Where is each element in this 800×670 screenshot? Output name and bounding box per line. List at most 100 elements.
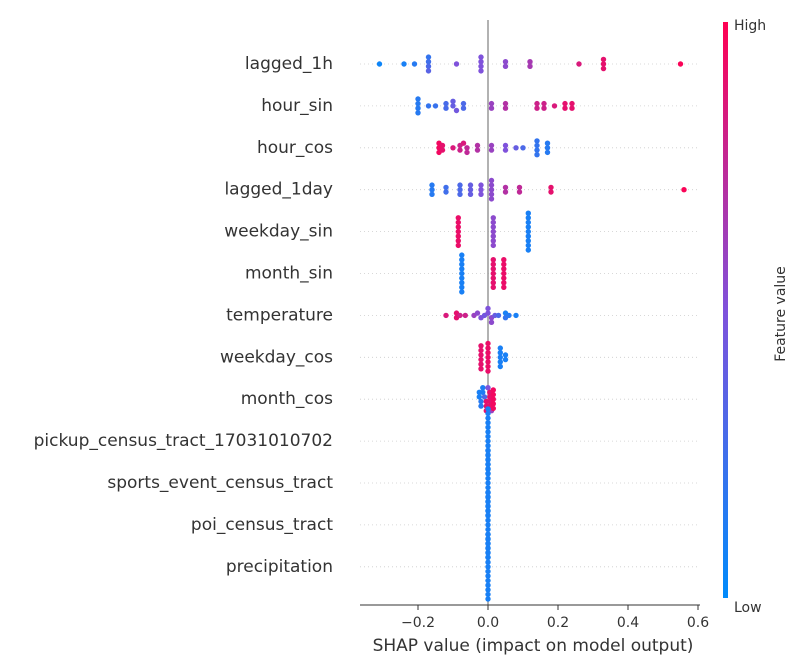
colorbar-high-label: High — [734, 18, 766, 34]
shap-point-hour-sin — [415, 110, 421, 116]
feature-label-hour-sin: hour_sin — [261, 96, 333, 116]
shap-point-pickup-census-tract-17031010702 — [485, 429, 491, 435]
shap-point-temperature — [495, 312, 502, 319]
shap-point-hour-sin — [488, 105, 495, 111]
shap-point-lagged-1h — [411, 61, 418, 67]
shap-point-lagged-1h — [453, 61, 460, 67]
shap-point-lagged-1h — [600, 56, 607, 63]
feature-label-lagged-1day: lagged_1day — [224, 180, 333, 200]
shap-point-weekday-cos — [497, 359, 503, 365]
shap-point-pickup-census-tract-17031010702 — [485, 424, 491, 430]
shap-point-lagged-1day — [443, 189, 449, 195]
shap-point-hour-sin — [443, 105, 449, 111]
shap-point-hour-cos — [513, 145, 519, 151]
shap-point-hour-sin — [569, 105, 575, 111]
shap-point-hour-sin — [415, 105, 421, 111]
shap-point-lagged-1day — [457, 182, 463, 188]
shap-point-hour-sin — [541, 105, 547, 111]
shap-point-month-cos — [478, 398, 484, 405]
feature-label-sports-event-census-tract: sports_event_census_tract — [107, 473, 333, 493]
shap-point-weekday-sin — [455, 233, 461, 239]
shap-point-month-sin — [501, 261, 507, 267]
shap-point-hour-sin — [460, 105, 467, 111]
shap-point-hour-sin — [415, 96, 421, 102]
shap-point-weekday-cos — [478, 352, 484, 358]
shap-point-precipitation — [485, 591, 491, 598]
shap-point-pickup-census-tract-17031010702 — [485, 406, 491, 412]
feature-rows — [360, 63, 700, 568]
shap-point-precipitation — [485, 568, 491, 575]
shap-point-lagged-1h — [600, 61, 607, 67]
shap-point-month-sin — [459, 284, 465, 290]
shap-point-weekday-cos — [478, 356, 484, 363]
shap-point-lagged-1h — [502, 63, 509, 69]
shap-point-hour-cos — [534, 152, 540, 158]
shap-point-pickup-census-tract-17031010702 — [485, 443, 491, 449]
shap-point-weekday-sin — [455, 228, 461, 235]
shap-point-hour-cos — [534, 142, 540, 149]
x-tick-label: 0.2 — [547, 615, 569, 631]
shap-point-lagged-1h — [478, 54, 484, 60]
shap-point-weekday-sin — [490, 242, 496, 249]
shap-point-temperature — [457, 312, 463, 319]
shap-point-lagged-1h — [425, 54, 432, 60]
shap-point-hour-sin — [569, 100, 575, 107]
shap-point-weekday-sin — [525, 228, 531, 235]
shap-point-weekday-cos — [497, 350, 503, 356]
shap-point-lagged-1day — [457, 187, 463, 193]
shap-point-lagged-1h — [425, 63, 432, 69]
shap-point-month-sin — [490, 270, 496, 277]
shap-point-month-cos — [478, 403, 484, 409]
shap-point-temperature — [485, 305, 491, 312]
shap-point-weekday-cos — [497, 345, 503, 351]
shap-point-poi-census-tract — [485, 517, 491, 523]
feature-label-weekday-sin: weekday_sin — [224, 222, 333, 242]
shap-point-month-sin — [459, 252, 465, 258]
shap-point-weekday-sin — [525, 210, 531, 216]
shap-point-lagged-1day — [502, 189, 509, 195]
shap-point-weekday-sin — [490, 228, 496, 235]
shap-point-weekday-sin — [455, 219, 461, 226]
x-tick-label: −0.2 — [401, 615, 435, 631]
shap-point-lagged-1day — [467, 191, 474, 197]
x-tick-label: 0.4 — [617, 615, 639, 631]
shap-point-hour-sin — [450, 98, 456, 105]
shap-point-weekday-cos — [497, 363, 503, 370]
shap-point-precipitation — [485, 582, 491, 588]
shap-point-hour-sin — [453, 107, 460, 114]
shap-point-weekday-cos — [485, 359, 491, 365]
shap-point-hour-sin — [450, 103, 456, 109]
shap-point-month-cos — [490, 401, 496, 407]
shap-point-sports-event-census-tract — [485, 461, 491, 468]
shap-point-hour-sin — [534, 100, 540, 107]
x-axis-ticks: −0.2 0.0 0.2 0.4 0.6 — [401, 605, 709, 631]
shap-point-hour-cos — [502, 147, 509, 153]
colorbar-low-label: Low — [734, 600, 762, 616]
shap-point-sports-event-census-tract — [485, 480, 491, 486]
feature-labels: lagged_1h hour_sin hour_cos lagged_1dayweek… — [34, 54, 334, 577]
shap-point-lagged-1day — [488, 177, 495, 184]
shap-point-weekday-cos — [478, 366, 484, 372]
shap-point-sports-event-census-tract — [485, 475, 491, 482]
shap-point-lagged-1day — [548, 184, 554, 191]
shap-point-sports-event-census-tract — [485, 452, 491, 459]
shap-point-month-sin — [459, 270, 465, 277]
shap-point-hour-sin — [443, 100, 449, 107]
shap-point-lagged-1h — [576, 61, 582, 67]
shap-point-weekday-cos — [502, 356, 509, 363]
shap-point-hour-sin — [551, 103, 558, 109]
feature-label-pickup-census-tract-17031010702: pickup_census_tract_17031010702 — [34, 431, 333, 451]
shap-point-precipitation — [485, 536, 491, 542]
shap-point-weekday-cos — [502, 352, 509, 358]
shap-point-weekday-cos — [485, 368, 491, 374]
shap-point-month-cos — [490, 396, 496, 402]
feature-label-lagged-1h: lagged_1h — [245, 54, 333, 74]
shap-point-weekday-sin — [525, 242, 531, 249]
shap-point-lagged-1h — [425, 68, 432, 74]
shap-point-lagged-1h — [478, 63, 484, 69]
shap-point-poi-census-tract — [485, 499, 491, 505]
shap-point-weekday-cos — [478, 361, 484, 367]
shap-point-lagged-1day — [488, 191, 495, 197]
shap-point-weekday-cos — [485, 363, 491, 370]
